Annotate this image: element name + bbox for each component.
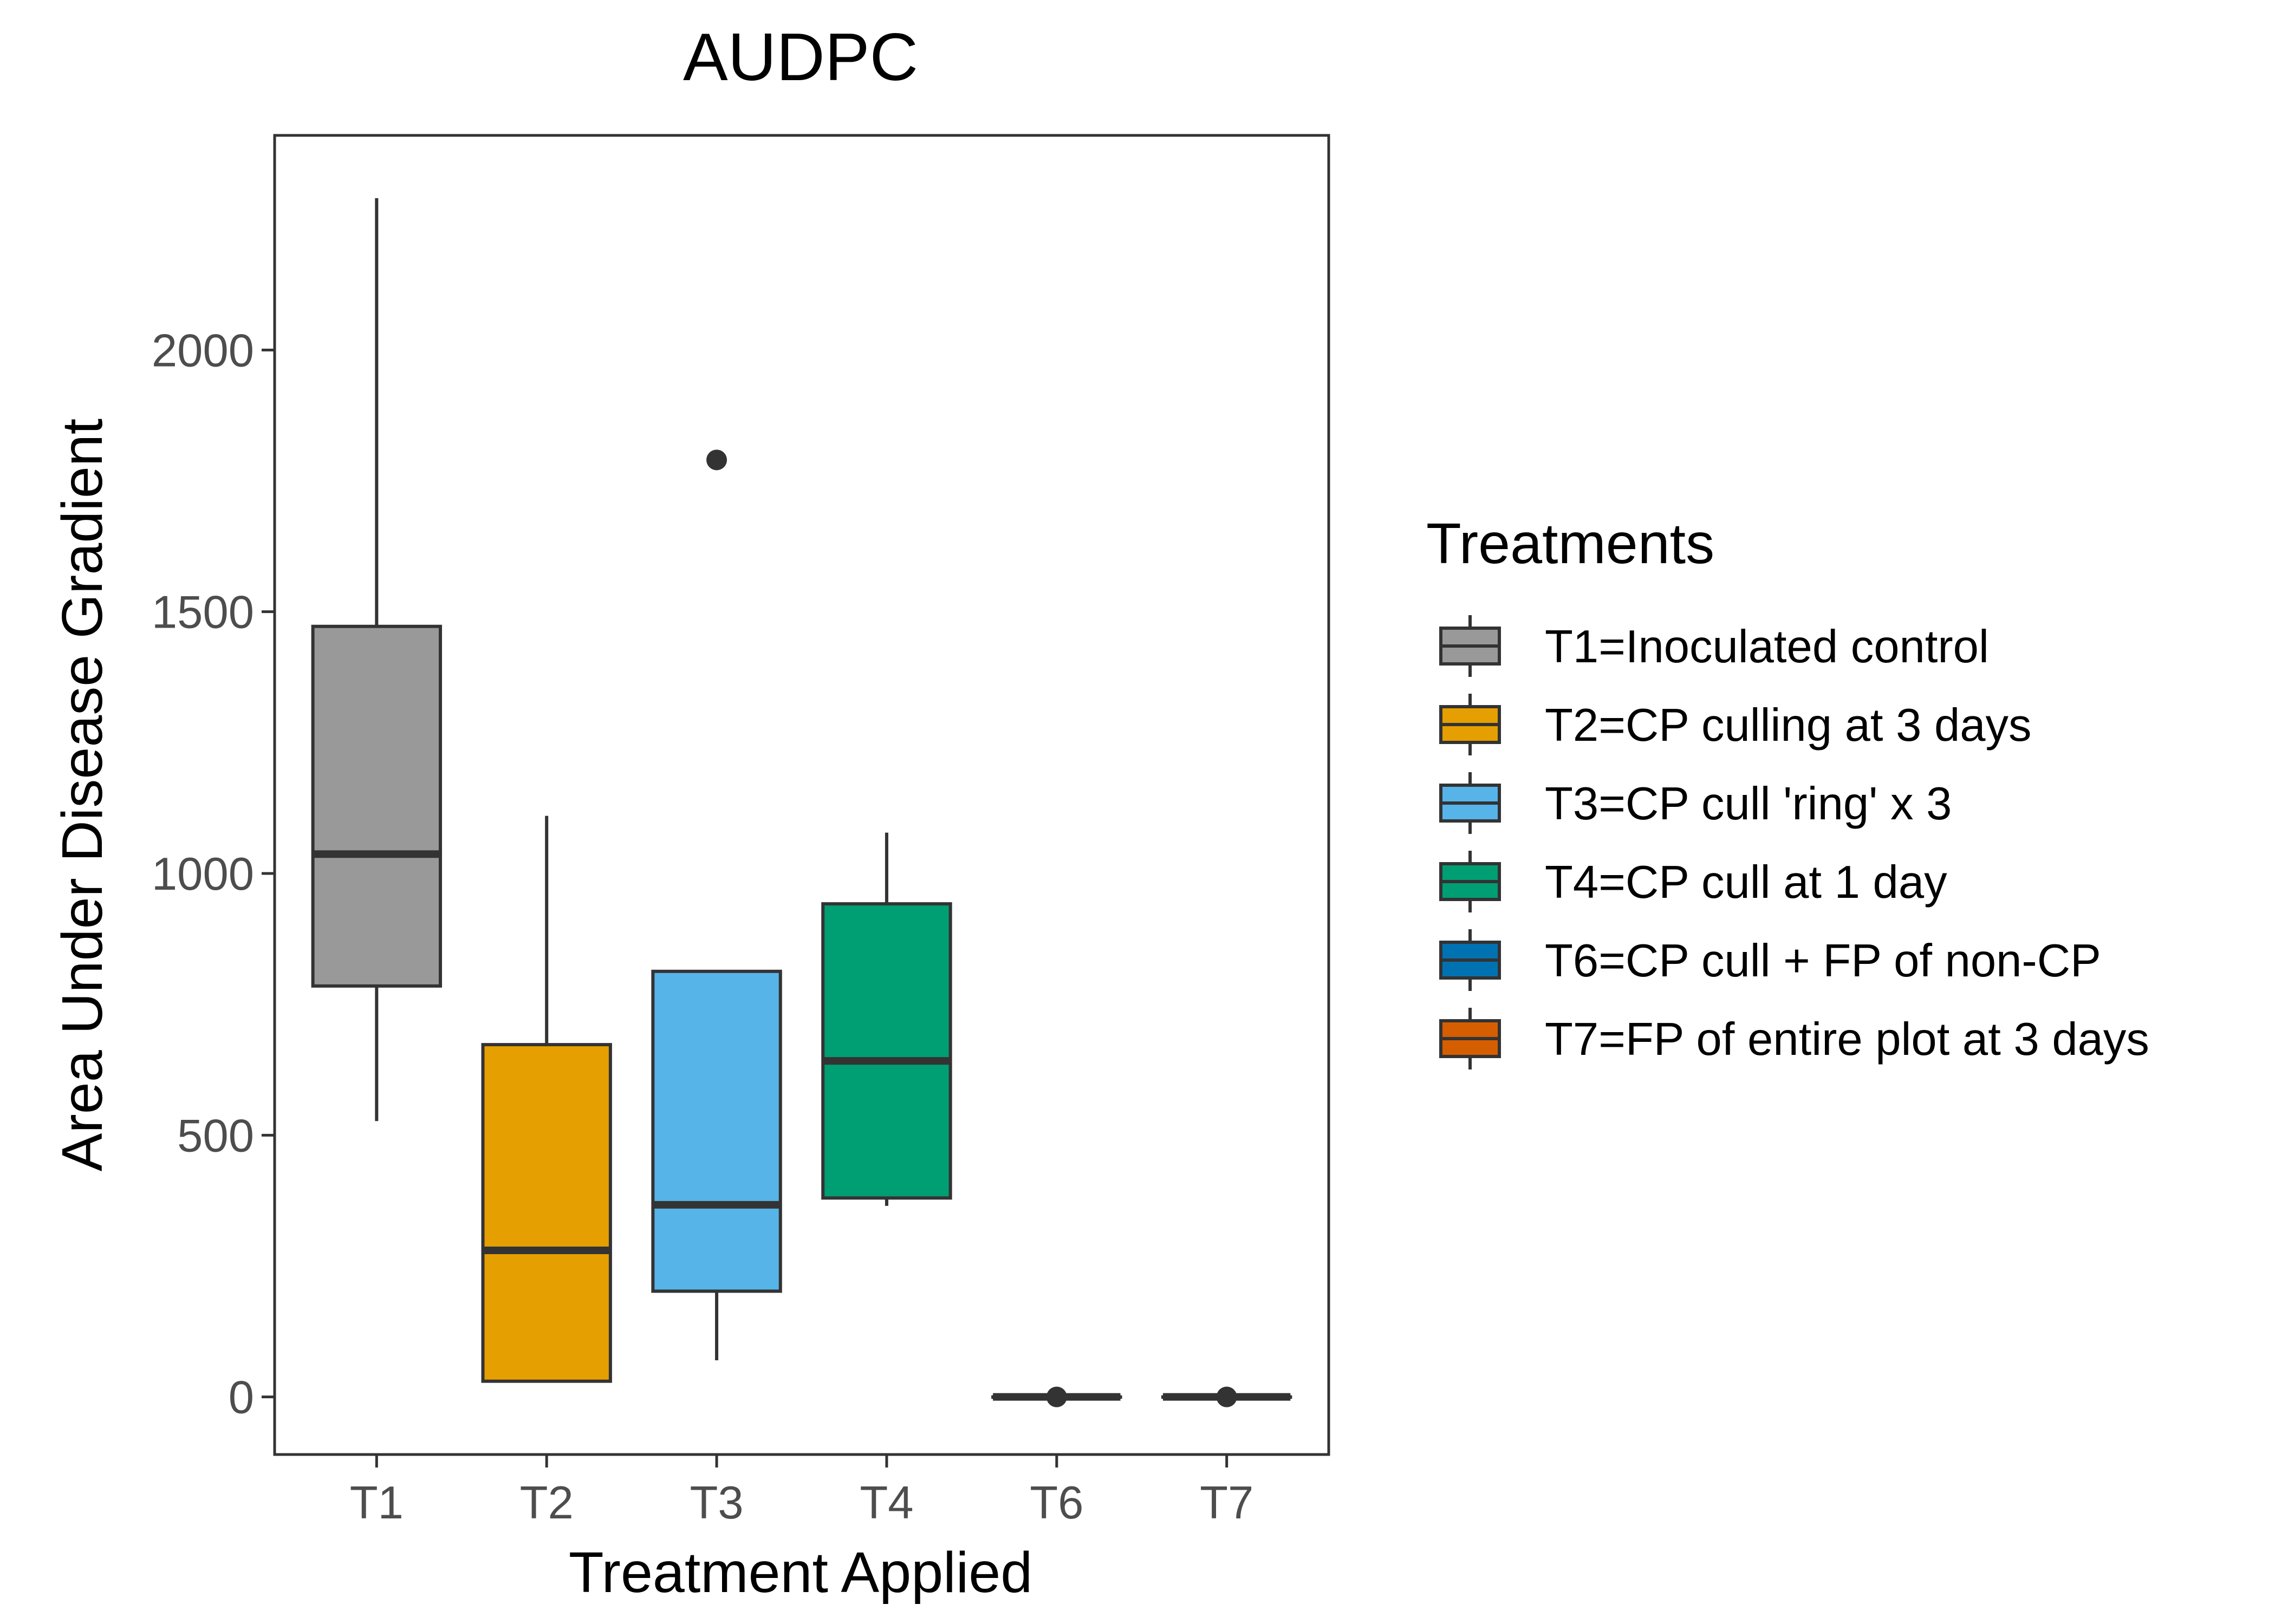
legend-label: T6=CP cull + FP of non-CP: [1545, 935, 2101, 987]
box-body-T1: [311, 624, 443, 988]
y-tick-label-2000: 2000: [152, 325, 254, 376]
outlier-T7-0: [1216, 1386, 1237, 1407]
box-body-T4: [821, 902, 952, 1200]
y-tick-label-0: 0: [229, 1372, 254, 1424]
chart-title: AUDPC: [683, 20, 918, 95]
legend-label: T2=CP culling at 3 days: [1545, 700, 2032, 751]
box-T2: [481, 816, 612, 1383]
box-T6: [991, 1386, 1122, 1407]
box-T3: [651, 449, 782, 1360]
legend: Treatments T1=Inoculated control T2=CP cu…: [1426, 512, 2149, 1069]
legend-item-5: T6=CP cull + FP of non-CP: [1439, 929, 2101, 991]
box-T1: [311, 198, 443, 1121]
y-axis-title: Area Under Disease Gradient: [50, 419, 114, 1171]
x-tick-label-T4: T4: [860, 1477, 913, 1529]
y-axis: 0 500 1000 1500 2000: [152, 325, 275, 1424]
legend-label: T1=Inoculated control: [1545, 621, 1989, 673]
legend-item-2: T2=CP culling at 3 days: [1439, 694, 2032, 755]
box-body-T2: [481, 1043, 612, 1383]
legend-label: T7=FP of entire plot at 3 days: [1545, 1014, 2149, 1065]
x-tick-label-T2: T2: [520, 1477, 574, 1529]
x-tick-label-T7: T7: [1200, 1477, 1253, 1529]
x-axis: T1 T2 T3 T4 T6 T7: [350, 1455, 1253, 1529]
legend-item-6: T7=FP of entire plot at 3 days: [1439, 1008, 2149, 1069]
outlier-T3-0: [706, 449, 727, 471]
x-axis-title: Treatment Applied: [569, 1541, 1032, 1605]
legend-item-1: T1=Inoculated control: [1439, 615, 1989, 677]
x-tick-label-T3: T3: [690, 1477, 743, 1529]
box-T4: [821, 832, 952, 1206]
y-tick-label-500: 500: [177, 1110, 254, 1162]
legend-label: T3=CP cull 'ring' x 3: [1545, 778, 1952, 830]
legend-label: T4=CP cull at 1 day: [1545, 857, 1947, 908]
box-T7: [1161, 1386, 1292, 1407]
plot-panel: [273, 134, 1330, 1456]
legend-item-3: T3=CP cull 'ring' x 3: [1439, 772, 1952, 834]
x-tick-label-T1: T1: [350, 1477, 404, 1529]
y-tick-label-1000: 1000: [152, 849, 254, 900]
y-tick-label-1500: 1500: [152, 587, 254, 638]
legend-item-4: T4=CP cull at 1 day: [1439, 851, 1947, 912]
box-body-T3: [651, 969, 782, 1293]
box-series: [311, 198, 1292, 1407]
legend-title: Treatments: [1426, 512, 1714, 576]
x-tick-label-T6: T6: [1030, 1477, 1083, 1529]
outlier-T6-0: [1046, 1386, 1067, 1407]
